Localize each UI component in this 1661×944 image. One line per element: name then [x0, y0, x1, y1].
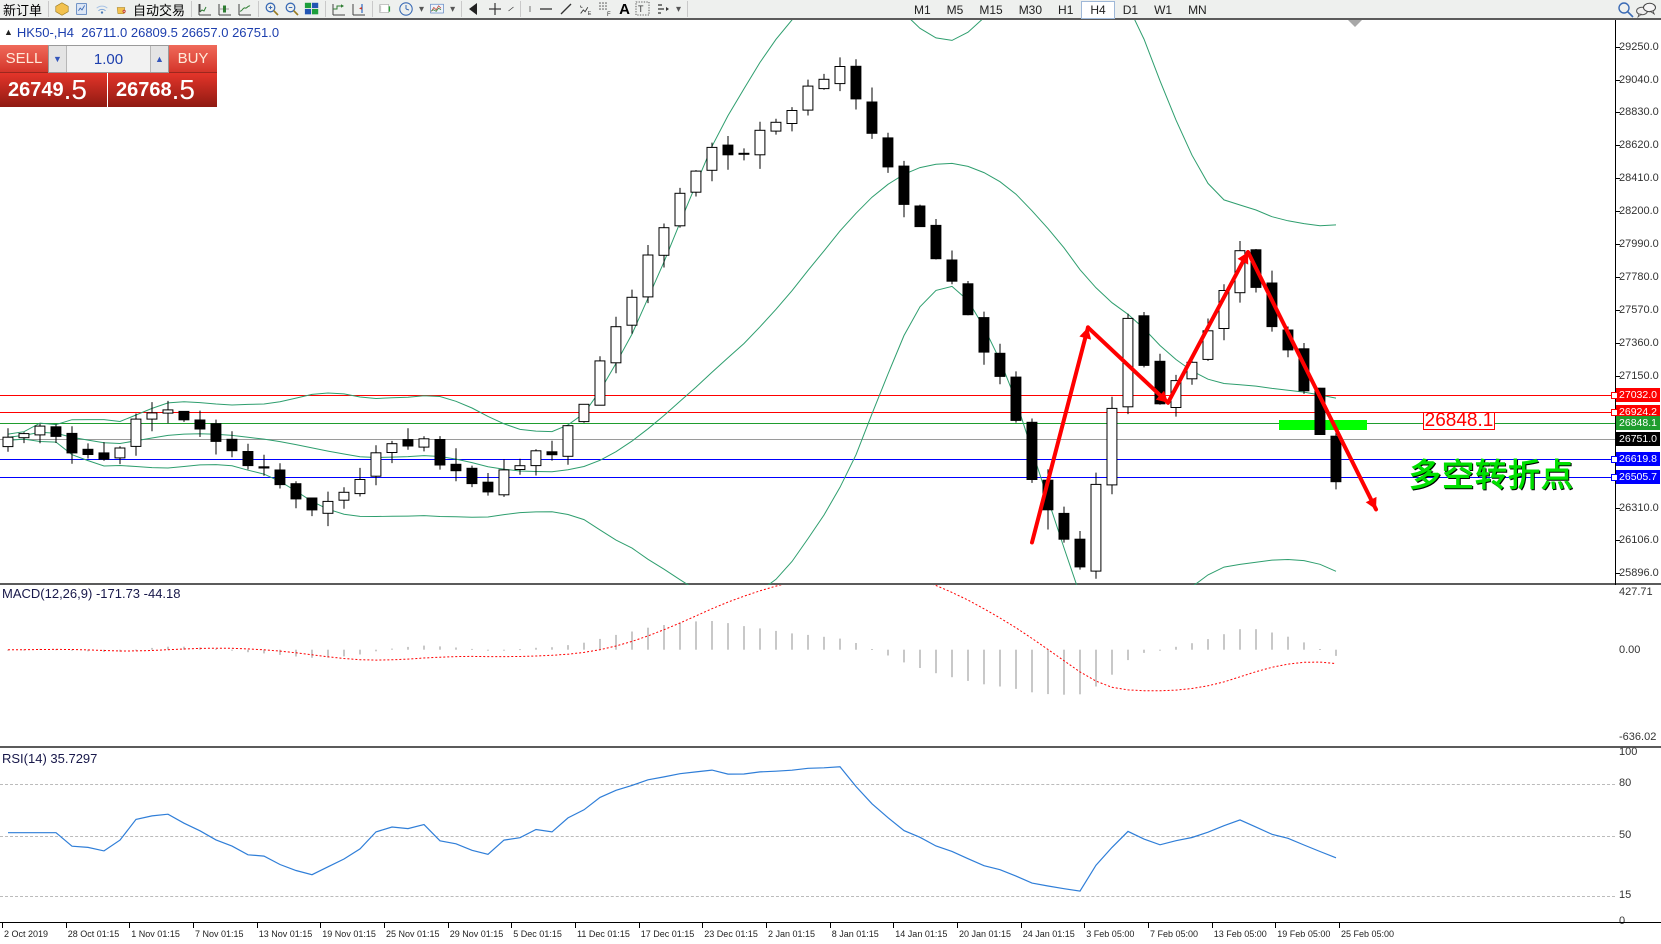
svg-text:F: F [607, 12, 611, 17]
svg-text:T: T [638, 4, 644, 14]
svg-text:E: E [588, 11, 592, 17]
